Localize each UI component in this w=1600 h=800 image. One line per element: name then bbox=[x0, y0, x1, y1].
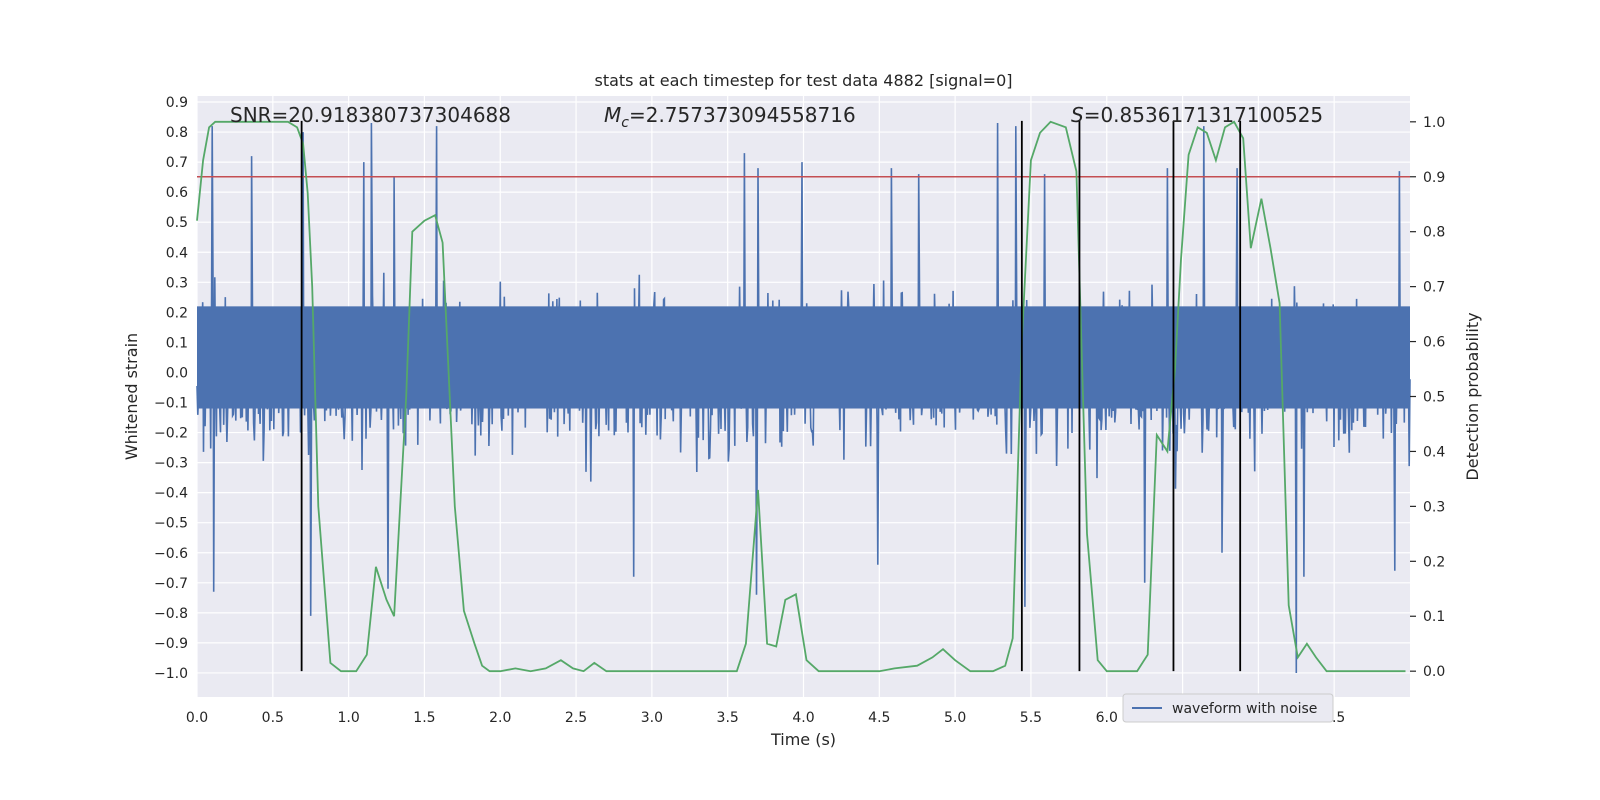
y-tick-label-left: 0.0 bbox=[166, 365, 188, 381]
y-tick-label-left: −0.9 bbox=[154, 636, 188, 652]
waveform-series bbox=[196, 122, 1411, 674]
y-tick-label-right: 1.0 bbox=[1423, 115, 1445, 131]
x-tick-label: 0.5 bbox=[262, 710, 284, 726]
x-tick-label: 6.0 bbox=[1096, 710, 1118, 726]
y-tick-label-left: 0.7 bbox=[166, 155, 188, 171]
y-axis-label-left: Whitened strain bbox=[122, 333, 141, 460]
y-tick-label-left: −0.4 bbox=[154, 486, 188, 502]
y-tick-label-right: 0.3 bbox=[1423, 499, 1445, 515]
y-tick-label-left: 0.8 bbox=[166, 125, 188, 141]
score-symbol: S bbox=[1071, 103, 1084, 127]
snr-annotation: SNR=20.918380737304688 bbox=[230, 103, 511, 127]
y-tick-label-left: 0.9 bbox=[166, 95, 188, 111]
x-tick-label: 2.5 bbox=[565, 710, 587, 726]
y-tick-label-left: −0.2 bbox=[154, 426, 188, 442]
x-tick-label: 3.0 bbox=[641, 710, 663, 726]
x-tick-label: 4.0 bbox=[792, 710, 814, 726]
y-tick-label-left: 0.3 bbox=[166, 275, 188, 291]
y-tick-label-left: 0.6 bbox=[166, 185, 188, 201]
x-tick-label: 0.0 bbox=[186, 710, 208, 726]
y-tick-label-left: −0.1 bbox=[154, 396, 188, 412]
y-tick-label-left: −0.7 bbox=[154, 576, 188, 592]
vertical-markers bbox=[300, 120, 1242, 672]
legend: waveform with noise bbox=[1122, 693, 1334, 723]
probability-line bbox=[196, 120, 1406, 673]
y-tick-label-left: 0.4 bbox=[166, 245, 188, 261]
y-tick-label-left: −0.5 bbox=[154, 516, 188, 532]
y-tick-label-left: −0.8 bbox=[154, 606, 188, 622]
x-tick-label: 4.5 bbox=[868, 710, 890, 726]
legend-label-waveform: waveform with noise bbox=[1172, 701, 1317, 717]
y-tick-label-left: 0.2 bbox=[166, 305, 188, 321]
chirp-mass-annotation: Mc=2.757373094558716 bbox=[604, 103, 856, 131]
x-tick-label: 1.5 bbox=[413, 710, 435, 726]
waveform-core-band bbox=[197, 306, 1410, 409]
y-tick-label-left: 0.5 bbox=[166, 215, 188, 231]
x-tick-label: 1.0 bbox=[337, 710, 359, 726]
x-tick-label: 3.5 bbox=[717, 710, 739, 726]
x-tick-label: 5.5 bbox=[1020, 710, 1042, 726]
y-tick-label-right: 0.6 bbox=[1423, 335, 1445, 351]
y-tick-label-right: 0.1 bbox=[1423, 609, 1445, 625]
probability-series bbox=[196, 120, 1410, 673]
score-value: =0.8536171317100525 bbox=[1084, 103, 1323, 127]
legend-box bbox=[1122, 693, 1334, 723]
x-tick-label: 2.0 bbox=[489, 710, 511, 726]
y-tick-label-right: 0.9 bbox=[1423, 170, 1445, 186]
y-tick-label-right: 0.8 bbox=[1423, 225, 1445, 241]
chirp-mass-subscript: c bbox=[621, 115, 629, 131]
chart-title: stats at each timestep for test data 488… bbox=[594, 71, 1012, 90]
y-tick-label-left: −0.6 bbox=[154, 546, 188, 562]
y-tick-label-right: 0.5 bbox=[1423, 390, 1445, 406]
y-axis-label-right: Detection probability bbox=[1463, 312, 1482, 480]
y-tick-label-right: 0.0 bbox=[1423, 664, 1445, 680]
y-tick-label-right: 0.4 bbox=[1423, 444, 1445, 460]
x-axis-label: Time (s) bbox=[770, 730, 836, 749]
y-tick-label-left: −0.3 bbox=[154, 456, 188, 472]
y-tick-label-right: 0.2 bbox=[1423, 554, 1445, 570]
chirp-mass-symbol: M bbox=[604, 103, 621, 127]
y-tick-label-right: 0.7 bbox=[1423, 280, 1445, 296]
score-annotation: S=0.8536171317100525 bbox=[1071, 103, 1323, 127]
x-tick-label: 5.0 bbox=[944, 710, 966, 726]
y-tick-label-left: 0.1 bbox=[166, 335, 188, 351]
chirp-mass-value: =2.757373094558716 bbox=[629, 103, 856, 127]
y-tick-label-left: −1.0 bbox=[154, 666, 188, 682]
